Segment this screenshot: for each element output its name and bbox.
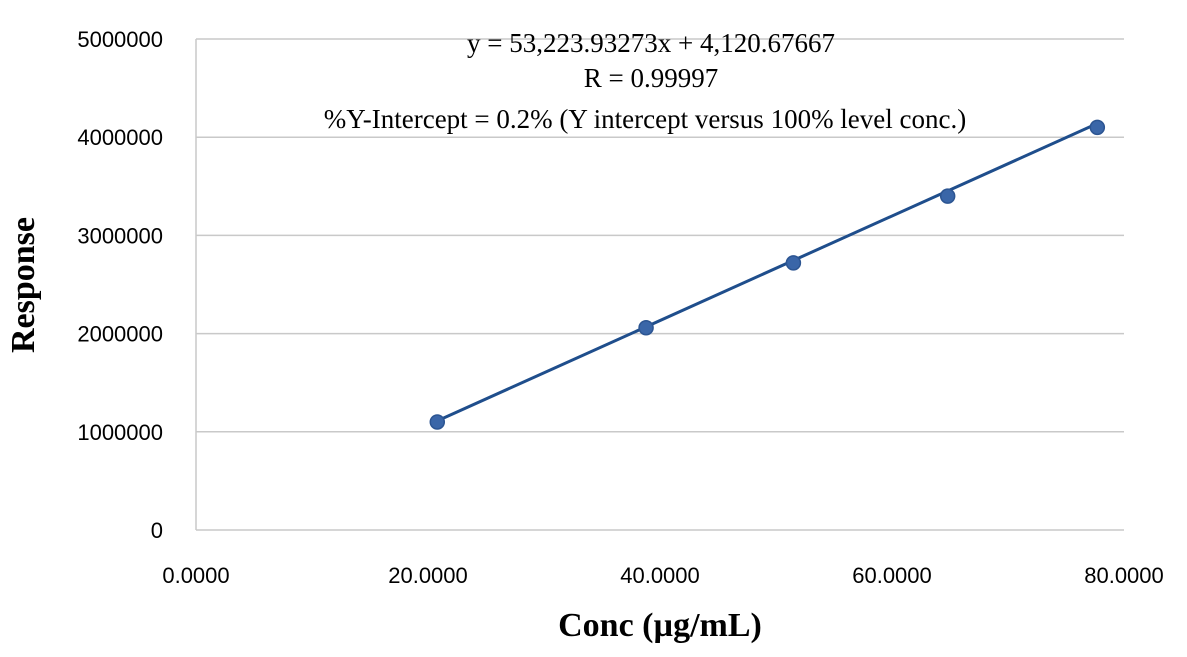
data-point [785,255,802,271]
data-point [638,319,654,336]
tick-labels: 0 1000000 2000000 3000000 4000000 5000000 0.00… [77,27,1163,588]
y-tick-label: 3000000 [77,223,163,248]
gridlines [196,38,1124,433]
data-points [429,119,1106,430]
x-axis-title: Conc (µg/mL) [558,607,762,644]
y-intercept-annotation: %Y-Intercept = 0.2% (Y intercept versus … [324,104,967,134]
data-point [939,188,956,204]
trendline [436,122,1098,423]
y-axis-title: Response [5,217,42,353]
y-tick-label: 4000000 [77,125,163,150]
data-point [1089,119,1106,136]
y-tick-label: 0 [151,518,163,543]
equation-annotation: y = 53,223.93273x + 4,120.67667 [467,28,835,58]
x-tick-label: 60.0000 [852,563,932,588]
data-point [429,414,446,430]
axes [195,39,1124,531]
y-tick-label: 5000000 [77,27,163,52]
x-tick-label: 40.0000 [620,563,700,588]
x-tick-label: 80.0000 [1084,563,1164,588]
y-tick-label: 2000000 [77,322,163,347]
trendline-group [436,122,1098,423]
r-value-annotation: R = 0.99997 [584,63,719,93]
y-tick-label: 1000000 [77,420,163,445]
x-tick-label: 20.0000 [388,563,468,588]
x-tick-label: 0.0000 [162,563,229,588]
